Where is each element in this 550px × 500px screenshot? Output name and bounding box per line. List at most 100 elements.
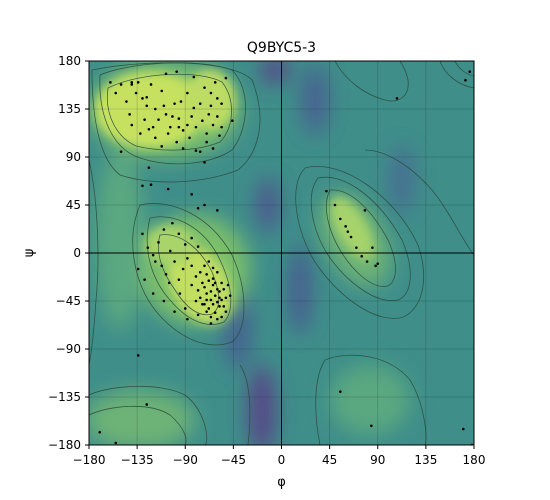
data-point (171, 221, 174, 225)
data-point (145, 104, 149, 108)
data-point (216, 270, 219, 274)
data-point (196, 206, 200, 210)
data-point (209, 322, 213, 325)
data-point (216, 287, 219, 291)
data-point (190, 264, 193, 268)
data-point (205, 292, 208, 295)
data-point (203, 264, 206, 268)
data-point (136, 354, 140, 357)
data-point (177, 125, 181, 129)
data-point (211, 277, 215, 280)
data-point (186, 317, 189, 321)
data-point (147, 127, 151, 131)
data-point (194, 299, 198, 303)
data-point (164, 113, 168, 116)
data-point (136, 81, 140, 84)
data-point (207, 113, 211, 116)
data-point (186, 257, 189, 260)
data-point (207, 279, 211, 283)
data-point (213, 311, 217, 315)
data-point (166, 187, 170, 191)
data-point (114, 441, 118, 445)
data-point (157, 241, 160, 244)
data-point (339, 217, 342, 221)
data-point (167, 281, 171, 285)
data-point (98, 430, 101, 434)
data-point (339, 390, 342, 393)
data-point (154, 107, 157, 111)
data-point (203, 203, 206, 207)
data-point (226, 283, 230, 287)
x-tick-label: 135 (414, 453, 437, 467)
data-point (462, 427, 465, 431)
data-points (98, 70, 474, 445)
data-point (216, 97, 219, 100)
data-point (151, 125, 155, 129)
data-point (114, 91, 118, 95)
data-point (205, 132, 208, 135)
data-point (141, 184, 144, 188)
data-point (192, 106, 196, 110)
x-tick-label: −45 (221, 453, 246, 467)
data-point (220, 125, 223, 129)
data-point (218, 134, 221, 137)
data-point (181, 267, 185, 271)
data-point (168, 249, 172, 253)
data-point (190, 115, 193, 118)
data-point (218, 296, 221, 300)
data-point (164, 72, 168, 76)
data-point (130, 81, 134, 84)
data-point (134, 91, 138, 95)
data-point (365, 260, 369, 263)
x-tick-label: 45 (322, 453, 337, 467)
data-point (224, 310, 228, 313)
data-point (149, 83, 153, 86)
data-point (194, 275, 198, 278)
data-point (213, 294, 217, 297)
data-point (136, 267, 140, 271)
y-axis-title: ψ (22, 249, 37, 258)
data-point (139, 132, 142, 135)
data-point (468, 70, 472, 73)
data-point (196, 245, 200, 248)
x-tick-label: 0 (278, 453, 286, 467)
y-tick-label: 45 (66, 198, 81, 212)
data-point (168, 125, 172, 129)
data-point (211, 147, 215, 150)
data-point (154, 260, 157, 263)
data-point (218, 290, 221, 293)
data-point (395, 97, 399, 100)
data-point (220, 315, 223, 319)
data-point (190, 283, 193, 287)
data-point (173, 260, 176, 263)
data-point (371, 246, 374, 249)
data-point (181, 147, 185, 150)
data-point (194, 149, 198, 152)
data-point (344, 225, 347, 228)
data-point (119, 83, 123, 86)
data-point (175, 70, 178, 73)
data-point (179, 100, 183, 103)
data-point (154, 136, 157, 140)
data-point (203, 285, 206, 289)
data-point (198, 150, 202, 153)
data-point (203, 302, 206, 306)
data-point (177, 232, 181, 236)
data-point (192, 75, 196, 79)
data-point (209, 290, 213, 293)
data-point (207, 260, 211, 263)
data-point (464, 78, 467, 82)
data-point (178, 292, 182, 295)
data-point (141, 97, 144, 100)
data-point (190, 193, 193, 196)
data-point (128, 113, 131, 116)
data-point (213, 81, 217, 84)
y-tick-label: −180 (48, 438, 81, 452)
data-point (203, 161, 206, 164)
data-point (173, 310, 176, 313)
data-point (209, 298, 213, 302)
data-point (370, 424, 373, 428)
y-tick-label: 0 (73, 246, 81, 260)
data-point (198, 102, 202, 105)
